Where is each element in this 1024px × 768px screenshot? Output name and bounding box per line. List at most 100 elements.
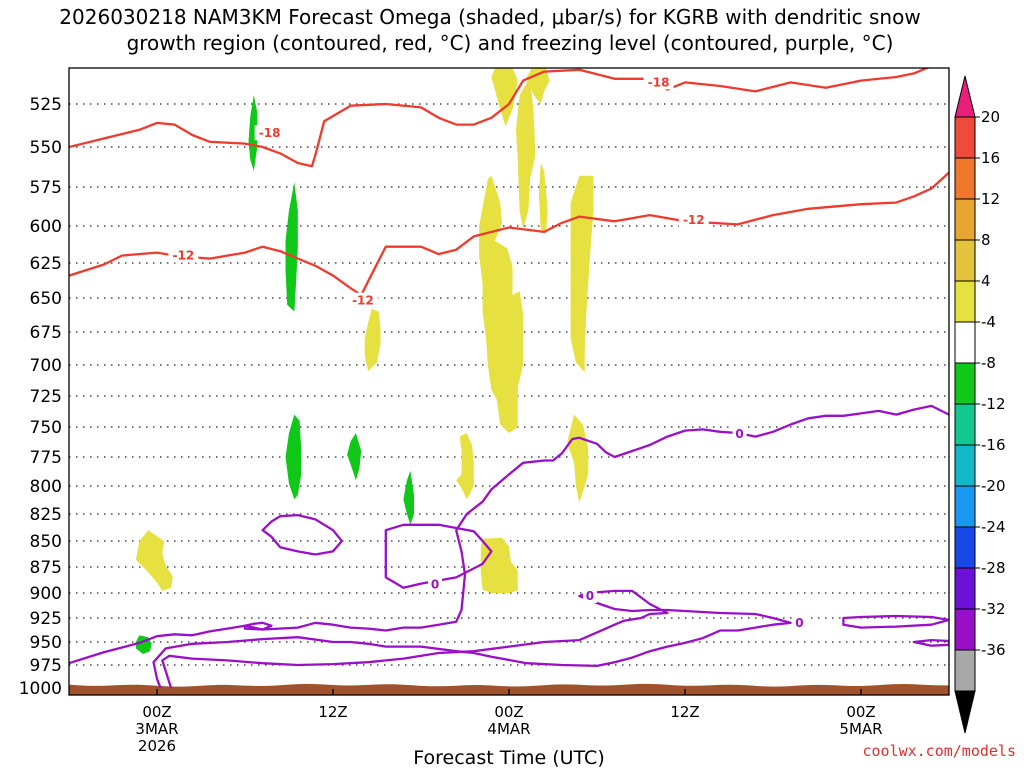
red-contour-label-bg-2 — [678, 211, 709, 227]
purple-contour-label-0: 0 — [735, 427, 743, 441]
pressure-label-850: 850 — [30, 532, 62, 552]
pressure-label-925: 925 — [30, 609, 62, 629]
pressure-label-950: 950 — [30, 633, 62, 653]
omega-positive-region-0 — [135, 530, 173, 591]
time-label-0-2: 2026 — [138, 737, 176, 755]
pressure-label-600: 600 — [30, 217, 62, 237]
colorbar-label-5: -4 — [981, 313, 996, 331]
pressure-label-650: 650 — [30, 289, 62, 309]
time-label-20-1: 4MAR — [487, 720, 530, 738]
colorbar-label-2: 12 — [981, 190, 1000, 208]
red-contour-label-bg-4 — [347, 292, 378, 308]
red-contour-label-bg-3 — [168, 247, 199, 263]
omega-positive-region-8 — [570, 175, 594, 373]
purple-contour-label-bg-3 — [582, 588, 597, 603]
omega-positive-region-1 — [364, 308, 381, 372]
colorbar-top-triangle — [954, 75, 976, 118]
colorbar-box-14 — [954, 649, 976, 692]
plot-area: -18 -18 -12 -12 -12 0 0 0 0 — [69, 68, 949, 695]
time-label-0-1: 3MAR — [135, 720, 178, 738]
colorbar-label-1: 16 — [981, 149, 1000, 167]
colorbar-box-5 — [954, 280, 976, 323]
red-contour-label-1: -18 — [648, 75, 670, 89]
colorbar-label-10: -24 — [981, 518, 1006, 536]
pressure-label-550: 550 — [30, 138, 62, 158]
chart-title-line-2: growth region (contoured, red, °C) and f… — [127, 31, 894, 55]
omega-positive-region-3 — [491, 68, 518, 127]
pressure-label-775: 775 — [30, 448, 62, 468]
pressure-label-525: 525 — [30, 95, 62, 115]
pressure-axis: 525 550 575 600 625 650 675 700 725 750 775 800 825 8… — [19, 95, 62, 699]
time-label-30-0: 12Z — [670, 703, 699, 721]
omega-negative-region-4 — [403, 470, 414, 525]
purple-contour-label-1: 0 — [795, 616, 803, 630]
chart-title-line-1: 2026030218 NAM3KM Forecast Omega (shaded… — [59, 5, 920, 29]
pressure-label-625: 625 — [30, 254, 62, 274]
freezing-contour-6 — [912, 638, 949, 647]
colorbar-label-0: 20 — [981, 108, 1000, 126]
site-credit: coolwx.com/models — [862, 742, 1016, 760]
colorbar-label-9: -20 — [981, 477, 1006, 495]
time-label-10-0: 12Z — [318, 703, 347, 721]
time-label-40-0: 00Z — [846, 703, 875, 721]
time-label-40-1: 5MAR — [839, 720, 882, 738]
purple-contour-label-bg-2 — [428, 576, 443, 592]
colorbar-label-3: 8 — [981, 231, 991, 249]
colorbar-bottom-triangle — [954, 690, 976, 734]
omega-positive-region-6 — [516, 77, 536, 229]
colorbar-box-3 — [954, 198, 976, 241]
colorbar-box-11 — [954, 526, 976, 569]
colorbar-box-10 — [954, 485, 976, 528]
freezing-contour-4 — [243, 621, 273, 631]
omega-positive-region-2 — [456, 433, 474, 500]
dendritic-contour-m12-1 — [69, 171, 949, 297]
purple-contour-label-bg-1 — [792, 614, 807, 630]
colorbar-box-1 — [954, 116, 976, 159]
pressure-label-800: 800 — [30, 477, 62, 497]
colorbar-box-2 — [954, 157, 976, 200]
purple-contour-label-2: 0 — [431, 578, 439, 592]
purple-contour-label-bg-0 — [732, 426, 747, 442]
colorbar-box-9 — [954, 444, 976, 487]
red-contour-label-3: -12 — [173, 249, 195, 263]
freezing-contour-1 — [152, 589, 792, 689]
pressure-label-575: 575 — [30, 178, 62, 198]
freezing-contour-3 — [384, 523, 493, 589]
pressure-label-750: 750 — [30, 418, 62, 438]
colorbar-label-11: -28 — [981, 559, 1006, 577]
time-label-20-0: 00Z — [494, 703, 523, 721]
omega-negative-region-2 — [285, 414, 302, 500]
colorbar-box-12 — [954, 567, 976, 610]
colorbar-label-4: 4 — [981, 272, 991, 290]
colorbar-box-7 — [954, 362, 976, 405]
colorbar-box-8 — [954, 403, 976, 446]
pressure-label-700: 700 — [30, 356, 62, 376]
time-label-0-0: 00Z — [142, 703, 171, 721]
pressure-label-725: 725 — [30, 387, 62, 407]
pressure-label-675: 675 — [30, 323, 62, 343]
red-contour-label-bg-0 — [254, 125, 285, 141]
colorbar-label-6: -8 — [981, 354, 996, 372]
pressure-label-875: 875 — [30, 558, 62, 578]
omega-colorbar: 20 16 12 8 4 -4 -8 -12 -16 -20 -24 -28 -32 -36 — [954, 75, 1006, 734]
freezing-contour-0 — [69, 404, 949, 665]
omega-positive-region-9 — [567, 414, 589, 503]
omega-negative-region-1 — [285, 182, 298, 312]
colorbar-label-7: -12 — [981, 395, 1006, 413]
omega-positive-region-5 — [479, 175, 524, 434]
red-contour-label-2: -12 — [683, 213, 705, 227]
colorbar-box-13 — [954, 608, 976, 651]
omega-negative-region-0 — [248, 95, 258, 171]
pressure-label-900: 900 — [30, 584, 62, 604]
red-contour-label-0: -18 — [259, 126, 281, 140]
freezing-contour-2 — [261, 513, 343, 556]
purple-contour-label-3: 0 — [586, 589, 594, 603]
red-contour-label-bg-1 — [643, 74, 674, 90]
pressure-label-975: 975 — [30, 656, 62, 676]
omega-negative-region-3 — [347, 433, 362, 481]
pressure-label-1000: 1000 — [19, 679, 62, 699]
colorbar-label-12: -32 — [981, 600, 1006, 618]
omega-positive-region-7 — [538, 163, 548, 234]
